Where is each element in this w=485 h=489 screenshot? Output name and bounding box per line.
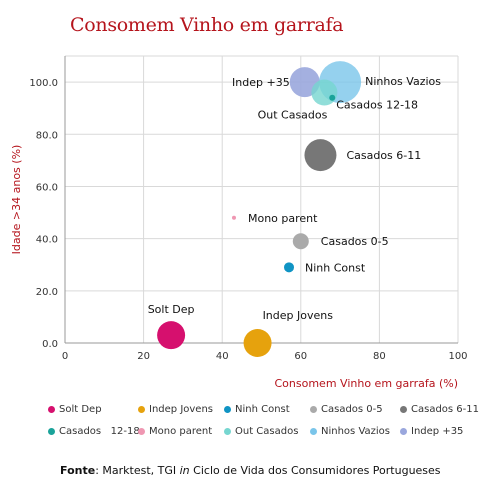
scatter-chart: 0 20 40 60 80 100 0.0 20.0 40.0 60.0 80.0 100.0 Cons… [10,55,468,390]
legend-label: Casados 0-5 [321,404,383,415]
legend-item: Solt Dep [48,404,102,415]
data-label-mono-parent: Mono parent [248,212,318,225]
data-label-indep-35: Indep +35 [232,76,290,89]
legend: Solt Dep Indep Jovens Ninh Const Casados 0-… [48,400,479,444]
bubble-solt-dep [157,321,186,350]
source-note: Fonte: Marktest, TGI in Ciclo de Vida do… [60,464,441,477]
legend-item: Indep Jovens [138,404,213,415]
y-tick-label: 40.0 [36,235,58,246]
x-axis-label: Consomem Vinho em garrafa (%) [275,377,459,390]
data-label-ninhos-vazios: Ninhos Vazios [365,75,441,88]
legend-item: Mono parent [138,426,212,437]
legend-item: Casados 6-11 [400,404,479,415]
chart-title: Consomem Vinho em garrafa [70,14,344,36]
y-tick-label: 100.0 [29,78,58,89]
legend-marker [310,406,317,413]
y-tick-label: 0.0 [42,339,58,350]
data-label-casados-12-18: Casados 12-18 [336,99,418,112]
data-label-casados-0-5: Casados 0-5 [321,235,389,248]
source-italic: in [179,464,190,477]
legend-marker [400,406,407,413]
legend-label: Mono parent [149,426,213,437]
bubble-ninh-const [284,262,295,273]
legend-row: Solt Dep Indep Jovens Ninh Const Casados 0-… [48,400,479,422]
legend-label: Casados 12-18 [59,426,140,437]
legend-marker [224,428,231,435]
x-tick-label: 100 [448,351,467,362]
legend-marker [400,428,407,435]
x-tick-label: 60 [294,351,307,362]
x-tick-label: 80 [373,351,386,362]
legend-item: Casados 0-5 [310,404,383,415]
x-tick-label: 40 [216,351,229,362]
legend-marker [138,406,145,413]
legend-marker [224,406,231,413]
legend-item: Ninh Const [224,404,290,415]
bubble-casados-12-18 [329,94,336,101]
y-tick-label: 60.0 [36,182,58,193]
x-tick-label: 20 [137,351,150,362]
bubble-casados-6-11 [304,139,337,172]
y-tick-label: 20.0 [36,287,58,298]
source-text-a: : Marktest, TGI [95,464,180,477]
bubble-mono-parent [231,215,236,220]
data-label-solt-dep: Solt Dep [148,303,195,316]
legend-label: Out Casados [235,426,299,437]
legend-label: Casados 6-11 [411,404,479,415]
legend-marker [48,428,55,435]
legend-marker [48,406,55,413]
legend-label: Solt Dep [59,404,102,415]
legend-label: Indep +35 [411,426,464,437]
legend-label: Ninhos Vazios [321,426,390,437]
legend-marker [138,428,145,435]
legend-row: Casados 12-18 Mono parent Out Casados Ninho… [48,422,478,444]
y-axis-label: Idade >34 anos (%) [10,145,23,255]
x-tick-label: 0 [62,351,68,362]
legend-label: Ninh Const [235,404,290,415]
legend-item: Indep +35 [400,426,463,437]
legend-item: Ninhos Vazios [310,426,390,437]
legend-item: Out Casados [224,426,298,437]
data-label-casados-6-11: Casados 6-11 [346,149,421,162]
bubble-indep-jovens [243,329,272,357]
y-tick-label: 80.0 [36,130,58,141]
source-prefix: Fonte [60,464,96,477]
data-label-ninh-const: Ninh Const [305,261,366,274]
source-text-b: Ciclo de Vida dos Consumidores Portugues… [189,464,441,477]
legend-item: Casados 12-18 [48,426,140,437]
bubble-casados-0-5 [292,233,309,250]
legend-marker [310,428,317,435]
data-label-indep-jovens: Indep Jovens [263,309,334,322]
bubble-out-casados [311,79,338,106]
data-label-out-casados: Out Casados [258,109,328,122]
legend-label: Indep Jovens [149,404,213,415]
